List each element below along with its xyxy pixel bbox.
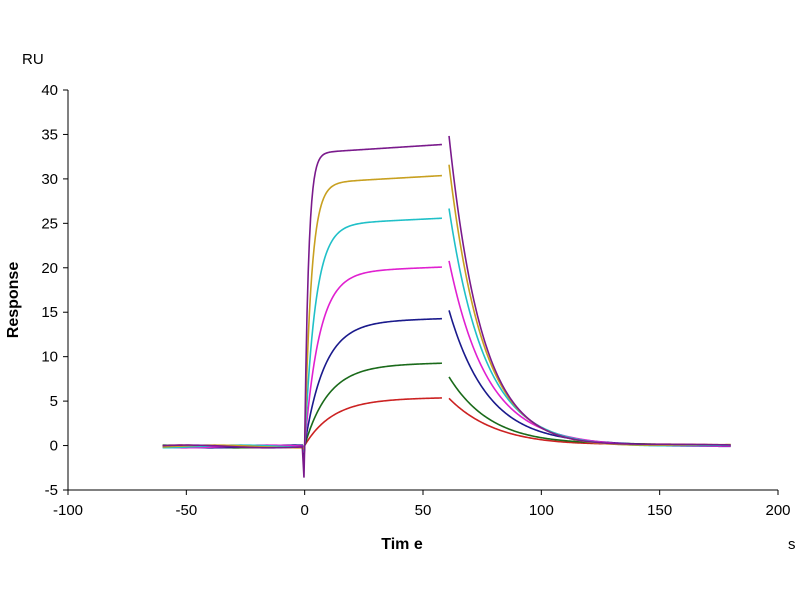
x-tick-label: -100: [53, 502, 83, 519]
y-tick-label: 15: [41, 304, 58, 321]
y-tick-label: 40: [41, 82, 58, 99]
y-unit-label: RU: [22, 51, 44, 68]
series-lines: [162, 135, 731, 478]
y-tick-label: 5: [50, 393, 58, 410]
y-axis-title: Response: [5, 262, 22, 339]
x-unit-label: s: [788, 536, 796, 553]
series-line: [162, 310, 731, 455]
series-line: [162, 362, 731, 457]
y-tick-label: -5: [45, 482, 58, 499]
series-line: [162, 397, 731, 459]
x-tick-label: 50: [415, 502, 432, 519]
axes: [67, 90, 778, 491]
series-line: [162, 260, 731, 453]
x-tick-label: 0: [300, 502, 308, 519]
y-tick-label: 25: [41, 215, 58, 232]
y-tick-label: 35: [41, 126, 58, 143]
y-tick-label: 10: [41, 349, 58, 366]
series-line: [162, 135, 731, 478]
x-axis-title: Tim e: [381, 536, 423, 553]
x-tick-label: 150: [647, 502, 672, 519]
y-tick-label: 0: [50, 438, 58, 455]
series-line: [162, 208, 731, 454]
x-tick-label: 100: [529, 502, 554, 519]
series-line: [162, 164, 731, 451]
y-tick-label: 20: [41, 260, 58, 277]
x-tick-label: -50: [175, 502, 197, 519]
y-tick-label: 30: [41, 171, 58, 188]
x-tick-label: 200: [765, 502, 790, 519]
